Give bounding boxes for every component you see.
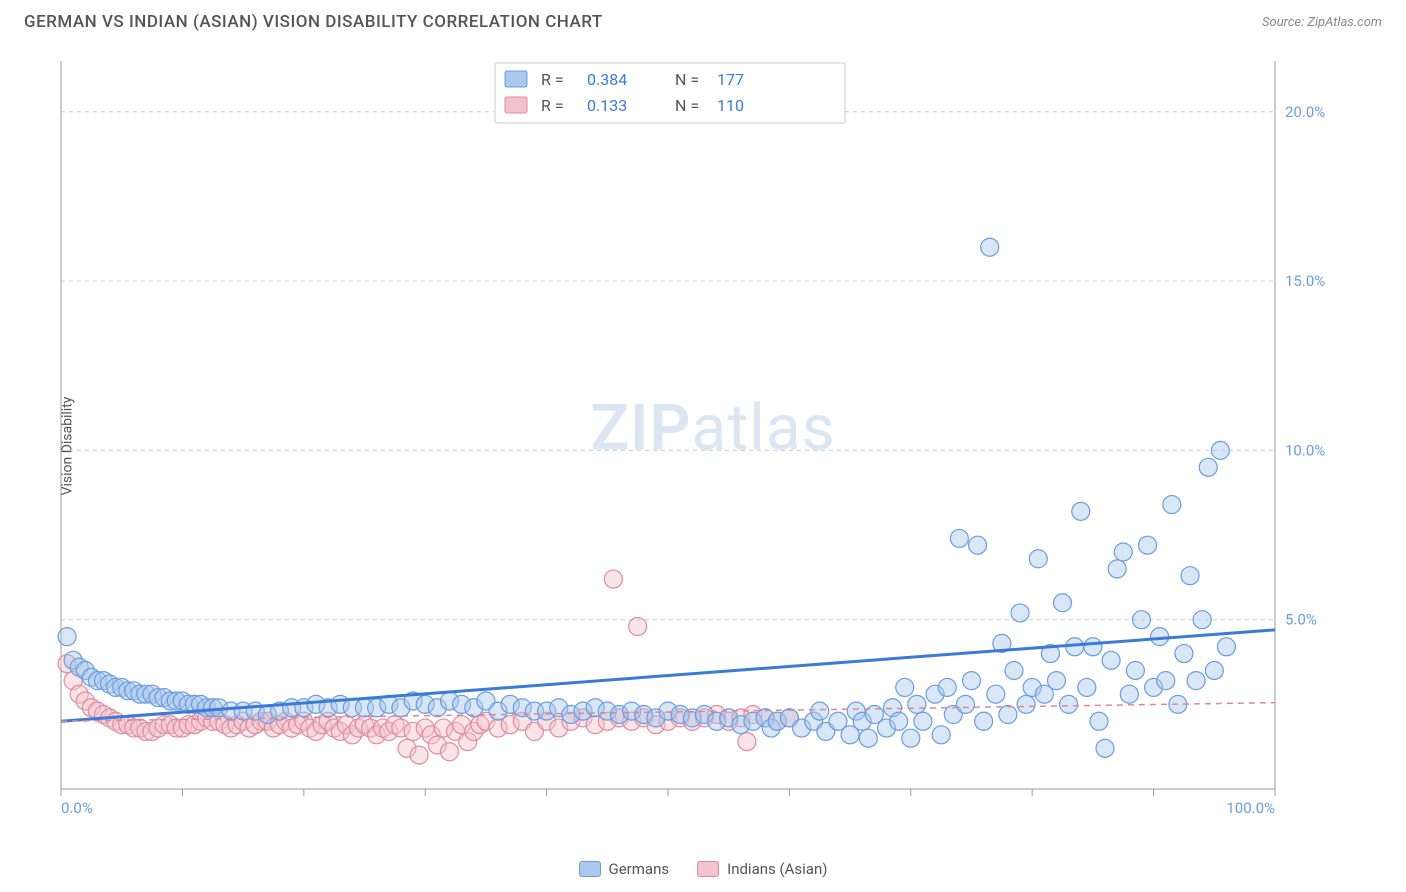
svg-text:5.0%: 5.0% xyxy=(1285,611,1317,629)
svg-text:0.133: 0.133 xyxy=(587,96,627,115)
legend-item-indians: Indians (Asian) xyxy=(697,860,827,878)
svg-text:110: 110 xyxy=(717,96,744,115)
bottom-legend: Germans Indians (Asian) xyxy=(0,860,1406,878)
svg-text:0.384: 0.384 xyxy=(587,70,627,89)
svg-text:N =: N = xyxy=(675,96,699,115)
scatter-chart-svg: 5.0% 10.0% 15.0% 20.0% 0.0% 100.0% R = 0.384 N =… xyxy=(55,55,1345,815)
svg-text:10.0%: 10.0% xyxy=(1285,441,1325,459)
svg-text:20.0%: 20.0% xyxy=(1285,103,1325,121)
legend-label-indians: Indians (Asian) xyxy=(727,860,827,878)
svg-text:R =: R = xyxy=(541,96,564,115)
chart-header: GERMAN VS INDIAN (ASIAN) VISION DISABILI… xyxy=(0,0,1406,36)
legend-item-germans: Germans xyxy=(579,860,670,878)
chart-source: Source: ZipAtlas.com xyxy=(1262,15,1382,30)
svg-text:15.0%: 15.0% xyxy=(1285,272,1325,290)
svg-text:177: 177 xyxy=(717,70,744,89)
svg-text:R =: R = xyxy=(541,70,564,89)
chart-title: GERMAN VS INDIAN (ASIAN) VISION DISABILI… xyxy=(24,12,603,32)
legend-swatch-germans xyxy=(579,861,601,877)
legend-swatch-indians xyxy=(697,861,719,877)
chart-area: 5.0% 10.0% 15.0% 20.0% 0.0% 100.0% R = 0.384 N =… xyxy=(55,55,1371,832)
svg-text:100.0%: 100.0% xyxy=(1226,799,1275,815)
svg-text:0.0%: 0.0% xyxy=(61,799,93,815)
svg-text:N =: N = xyxy=(675,70,699,89)
legend-label-germans: Germans xyxy=(609,860,670,878)
